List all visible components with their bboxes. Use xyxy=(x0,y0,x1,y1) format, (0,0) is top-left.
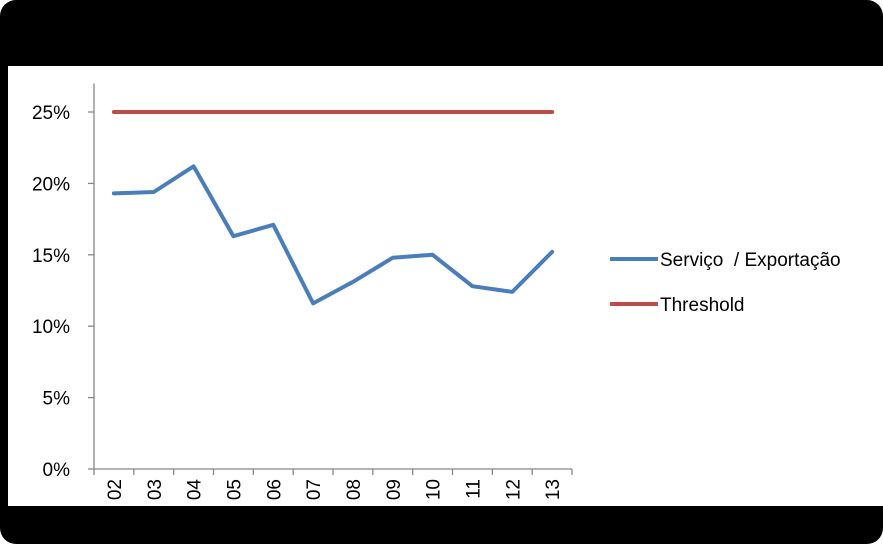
y-tick-label: 25% xyxy=(32,103,70,124)
y-axis-tick-labels: 0% 5% 10% 15% 20% 25% xyxy=(32,103,70,481)
line-chart: 0% 5% 10% 15% 20% 25% 02 03 04 05 06 07 08 09 10 11 12 1… xyxy=(8,66,883,506)
x-tick-label: 11 xyxy=(463,479,484,499)
y-tick-label: 5% xyxy=(43,389,71,410)
y-tick-label: 15% xyxy=(32,246,70,267)
x-axis-tick-labels: 02 03 04 05 06 07 08 09 10 11 12 13 xyxy=(105,479,564,501)
chart-series xyxy=(114,112,552,303)
x-tick-label: 02 xyxy=(105,479,126,500)
x-tick-label: 09 xyxy=(384,479,405,500)
x-tick-label: 12 xyxy=(503,479,524,500)
x-tick-label: 13 xyxy=(543,479,564,500)
y-tick-label: 20% xyxy=(32,174,70,195)
x-tick-label: 06 xyxy=(264,479,285,500)
x-tick-label: 04 xyxy=(185,479,206,501)
x-tick-label: 08 xyxy=(344,479,365,500)
legend-label: Threshold xyxy=(660,295,745,316)
x-tick-label: 10 xyxy=(424,479,445,500)
legend-label: Serviço / Exportação xyxy=(660,250,841,271)
y-tick-label: 10% xyxy=(32,317,70,338)
chart-axes xyxy=(88,83,572,475)
chart-legend: Serviço / Exportação Threshold xyxy=(610,250,841,316)
x-tick-label: 07 xyxy=(304,479,325,500)
x-tick-label: 03 xyxy=(145,479,166,500)
series-line-servico-exportacao xyxy=(114,166,552,303)
chart-area: 0% 5% 10% 15% 20% 25% 02 03 04 05 06 07 08 09 10 11 12 1… xyxy=(8,66,883,506)
y-tick-label: 0% xyxy=(43,460,71,481)
x-tick-label: 05 xyxy=(224,479,245,500)
